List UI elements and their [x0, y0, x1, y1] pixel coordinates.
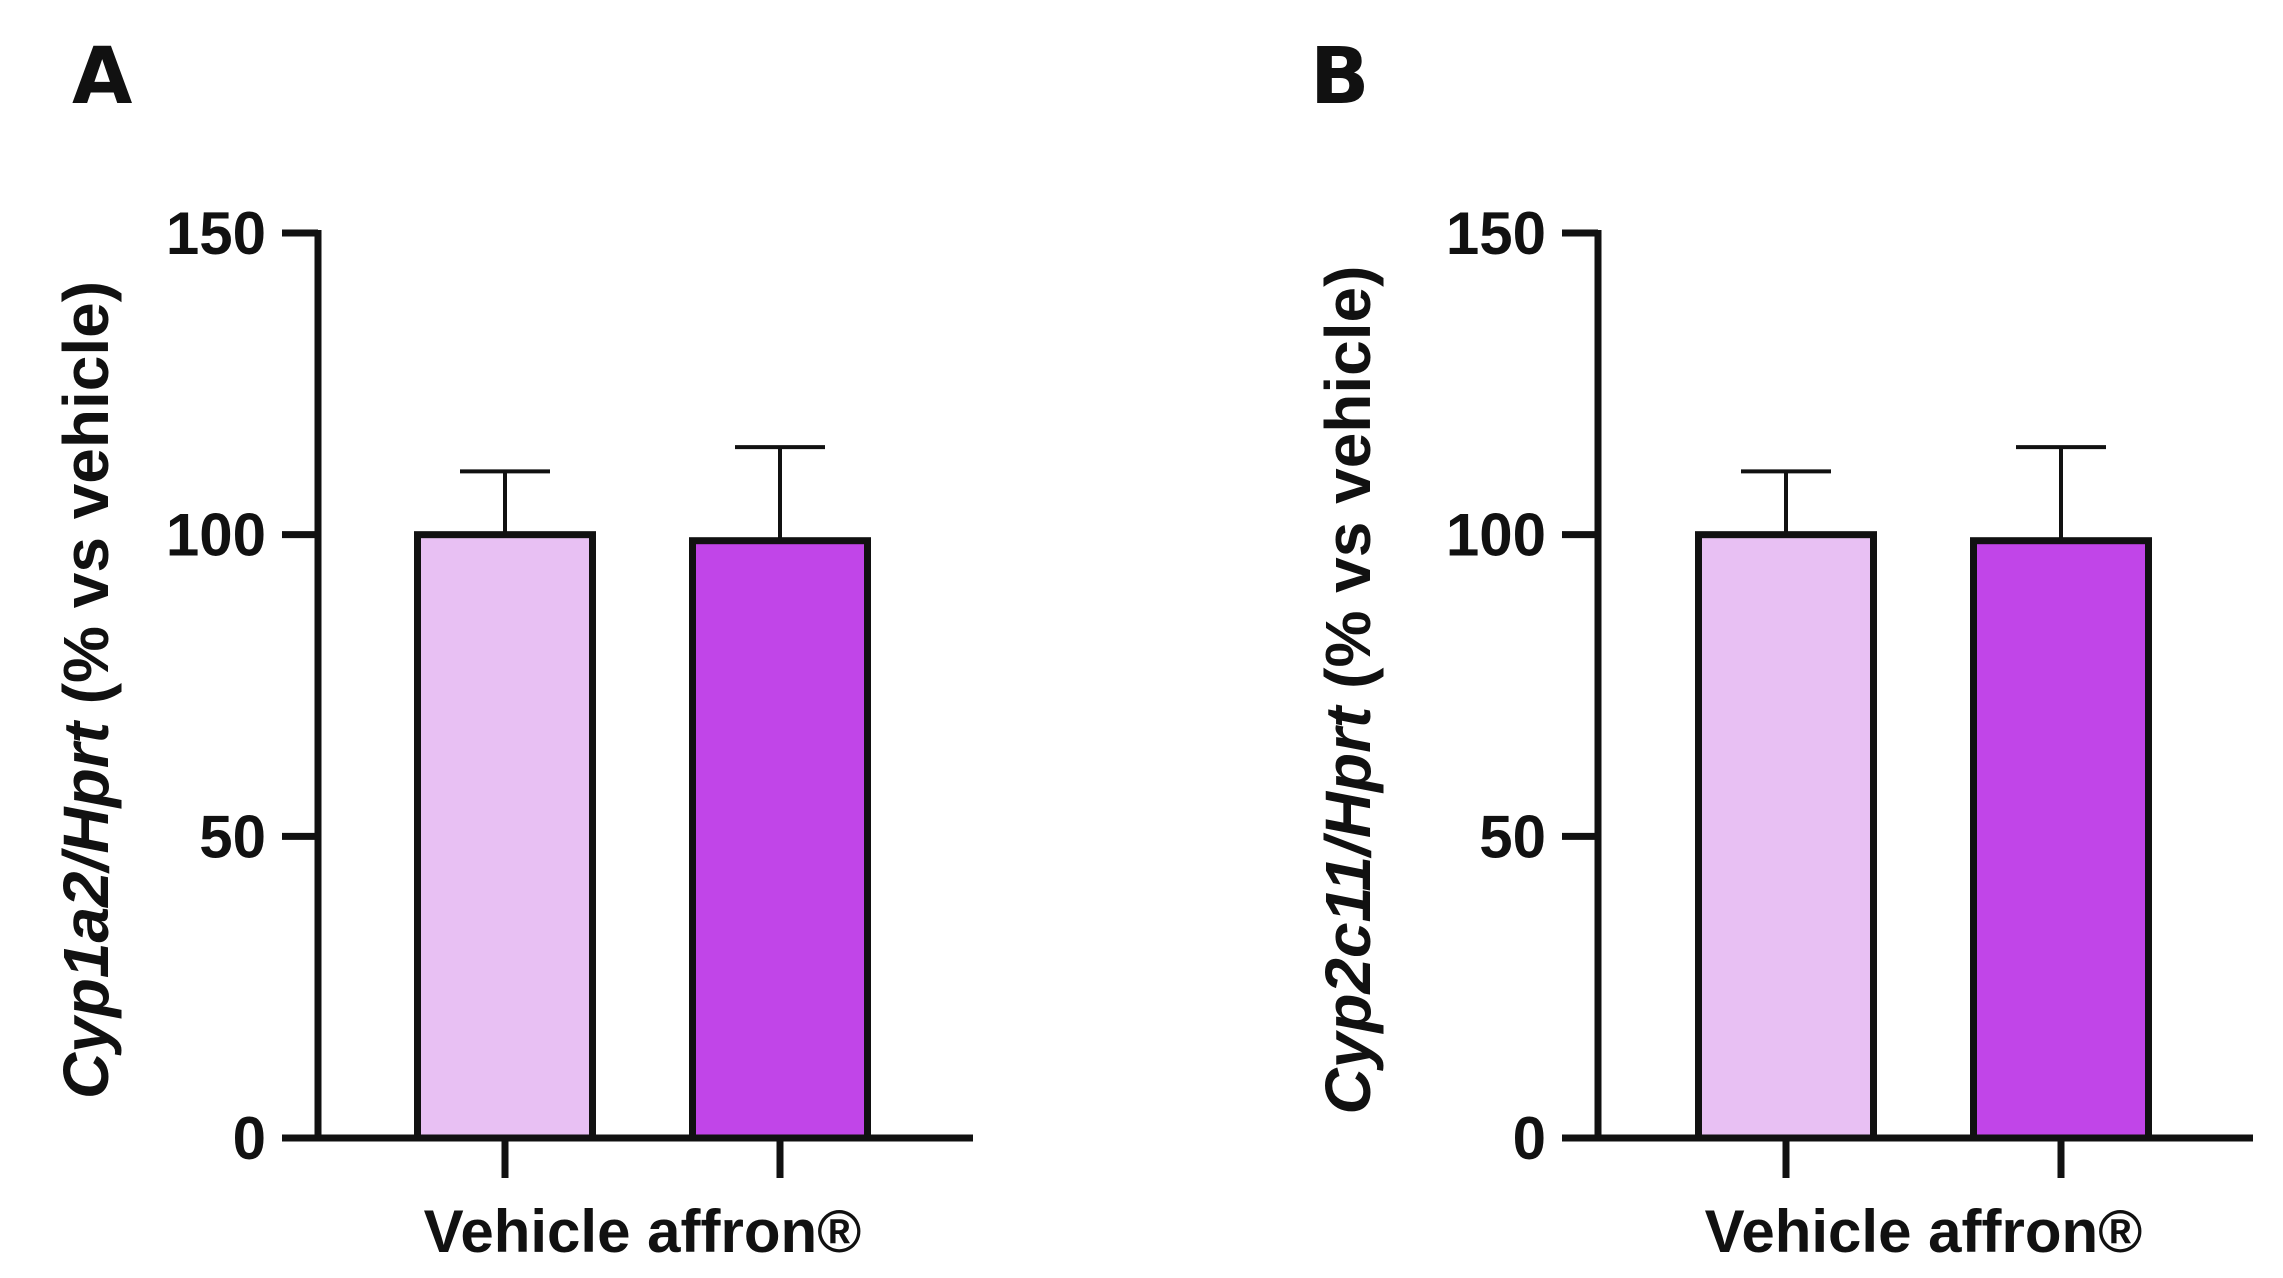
panel-label-a: A [72, 32, 132, 122]
category-label-b-vehicle: Vehicle [1705, 1198, 1912, 1265]
category-label-a-vehicle: Vehicle [424, 1198, 631, 1265]
y-axis-unit-a: (% vs vehicle) [50, 281, 122, 722]
y-axis-gene-b: Cyp2c11/Hprt [1312, 704, 1384, 1115]
bars-a [414, 445, 871, 1142]
y-tick-label-b-0: 0 [1513, 1105, 1546, 1172]
y-axis-unit-b: (% vs vehicle) [1312, 266, 1384, 707]
y-axis-title-a: Cyp1a2/Hprt (% vs vehicle) [50, 281, 122, 1099]
panel-a: A Cyp1a2/Hprt (% vs vehicle) 0 50 100 150 V… [50, 32, 973, 1265]
y-tick-label-b-100: 100 [1446, 502, 1546, 569]
bar-b-vehicle [1695, 531, 1877, 1142]
category-labels-line-b: Vehicle affron® [1705, 1198, 2143, 1265]
y-tick-label-a-50: 50 [199, 803, 266, 870]
y-axis-gene-a: Cyp1a2/Hprt [50, 719, 122, 1099]
category-labels-b: Vehicle affron® [1705, 1198, 2143, 1265]
bar-a-affron [689, 537, 871, 1142]
y-tick-label-a-100: 100 [166, 502, 266, 569]
panel-label-b: B [1310, 32, 1369, 122]
category-labels-a: Vehicle affron® [424, 1198, 862, 1265]
bar-b-affron [1970, 537, 2152, 1142]
axes-b: 0 50 100 150 [1446, 200, 2253, 1178]
category-label-a-affron: affron® [630, 1198, 861, 1265]
panel-b: B Cyp2c11/Hprt (% vs vehicle) 050100150 … [1310, 32, 2253, 1265]
category-labels-line-a: Vehicle affron® [424, 1198, 862, 1265]
y-tick-label-b-50: 50 [1479, 803, 1546, 870]
y-tick-label-a-150: 150 [166, 200, 266, 267]
bar-a-vehicle [414, 531, 596, 1142]
y-axis-title-b: Cyp2c11/Hprt (% vs vehicle) [1312, 266, 1384, 1115]
y-tick-label-b-150: 150 [1446, 200, 1546, 267]
category-label-b-affron: affron® [1911, 1198, 2142, 1265]
bars-b [1695, 445, 2152, 1142]
y-tick-label-a-0: 0 [233, 1105, 266, 1172]
